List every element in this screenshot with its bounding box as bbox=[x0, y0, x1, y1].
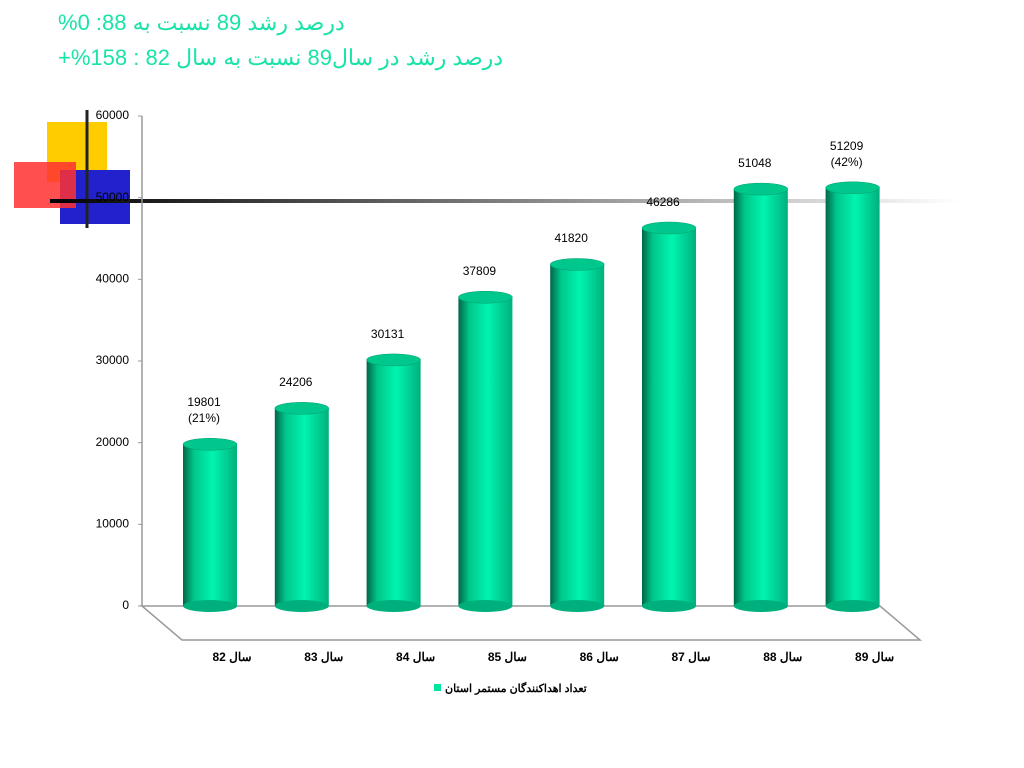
value-label: 46286 bbox=[646, 194, 680, 209]
x-tick-label: سال 89 bbox=[855, 650, 894, 664]
bar-top bbox=[733, 182, 789, 196]
x-tick-label: سال 86 bbox=[580, 650, 619, 664]
y-tick-label: 40000 bbox=[96, 272, 130, 286]
bar bbox=[825, 187, 880, 607]
x-tick-label: سال 85 bbox=[488, 650, 527, 664]
bar-top bbox=[825, 181, 880, 195]
value-label: 37809 bbox=[462, 264, 497, 279]
x-tick-label: سال 82 bbox=[212, 650, 251, 664]
bar-base bbox=[458, 600, 513, 612]
bar bbox=[550, 264, 605, 606]
title: درصد رشد 89 نسبت به 88: 0% bbox=[58, 10, 345, 35]
value-label: 51048 bbox=[738, 156, 772, 171]
y-tick-label: 10000 bbox=[96, 517, 130, 531]
value-label: 51209 (42%) bbox=[829, 138, 864, 169]
bar bbox=[733, 189, 788, 606]
bar-base bbox=[550, 600, 605, 612]
bar bbox=[458, 297, 513, 606]
bar-top bbox=[274, 402, 330, 415]
bar-base bbox=[274, 600, 329, 612]
x-tick-label: سال 87 bbox=[671, 650, 710, 664]
y-tick-label: 20000 bbox=[96, 435, 130, 449]
bar bbox=[642, 227, 696, 606]
deco-hline bbox=[50, 199, 960, 203]
bar-top bbox=[366, 353, 421, 367]
bar-top bbox=[549, 258, 605, 271]
y-tick-label: 50000 bbox=[96, 190, 130, 204]
floor bbox=[139, 605, 923, 641]
legend-label: تعداد اهداکنندگان مستمر استان bbox=[445, 681, 587, 695]
bar-top bbox=[641, 221, 697, 235]
bar bbox=[183, 444, 237, 606]
y-tick-label: 60000 bbox=[96, 108, 130, 122]
bar-base bbox=[366, 600, 421, 612]
bar-top bbox=[458, 290, 513, 304]
y-tick-label: 0 bbox=[122, 598, 129, 612]
bar-base bbox=[183, 600, 237, 612]
value-label: 30131 bbox=[370, 326, 405, 341]
bar bbox=[274, 408, 329, 606]
bar bbox=[366, 359, 421, 606]
legend-swatch bbox=[434, 684, 441, 691]
x-tick-label: سال 88 bbox=[763, 650, 802, 664]
bar-base bbox=[642, 600, 696, 612]
subtitle: درصد رشد در سال89 نسبت به سال 82 : 158%+ bbox=[58, 45, 504, 70]
value-label: 24206 bbox=[279, 375, 313, 390]
bar-top bbox=[182, 438, 238, 451]
x-tick-label: سال 83 bbox=[304, 650, 343, 664]
bar-base bbox=[825, 600, 880, 612]
value-label: 19801 (21%) bbox=[187, 395, 221, 426]
value-label: 41820 bbox=[554, 231, 588, 246]
x-tick-label: سال 84 bbox=[396, 650, 435, 664]
y-tick-label: 30000 bbox=[96, 353, 130, 367]
bar-base bbox=[733, 600, 788, 612]
